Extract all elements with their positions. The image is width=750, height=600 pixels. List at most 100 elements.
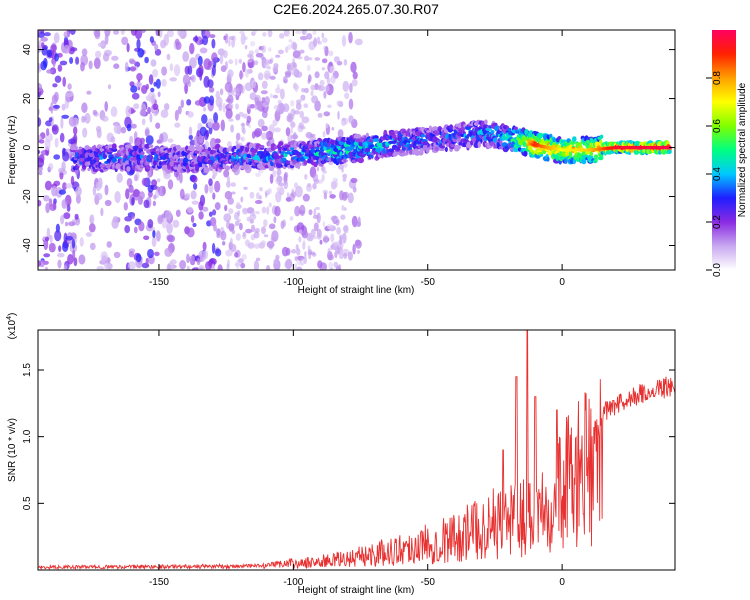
heat-cell	[303, 103, 309, 108]
heat-cell	[249, 104, 256, 109]
heat-cell	[226, 176, 231, 183]
heat-cell	[81, 102, 88, 113]
heat-cell	[78, 254, 86, 265]
heat-cell	[126, 43, 130, 53]
heat-cell	[337, 110, 340, 120]
heat-cell	[60, 117, 64, 129]
heat-cell	[84, 112, 91, 124]
heat-cell	[186, 227, 195, 238]
heat-cell	[262, 32, 267, 37]
heat-cell	[208, 178, 213, 187]
heat-cell	[132, 145, 140, 150]
heat-cell	[276, 186, 281, 192]
snr-panel: -150 -100 -50 0 0.5 1.0 1.5 Height of straigh…	[6, 313, 676, 596]
heat-cell	[226, 263, 230, 270]
heat-cell	[326, 77, 331, 85]
heat-cell	[179, 188, 185, 200]
heat-cell	[335, 219, 340, 226]
heat-cell	[260, 53, 264, 61]
x-tick-label: 0	[559, 577, 565, 588]
heat-cell	[339, 190, 344, 201]
heat-cell	[257, 118, 265, 128]
heat-cell	[199, 126, 207, 137]
heat-cell	[53, 104, 61, 109]
heat-cell	[321, 32, 325, 39]
heat-cell	[454, 144, 462, 150]
heat-cell	[272, 119, 278, 127]
heat-cell	[203, 76, 210, 88]
heat-cell	[126, 166, 131, 172]
heat-cell	[145, 165, 151, 170]
heat-cell	[288, 39, 293, 43]
heat-cell	[188, 255, 195, 263]
heat-cell	[383, 129, 388, 136]
heat-cell	[294, 83, 299, 93]
heat-cell	[304, 251, 307, 257]
heat-cell	[353, 141, 359, 146]
heat-cell	[140, 151, 145, 156]
heat-cell	[186, 154, 191, 160]
heat-cell	[312, 231, 315, 236]
y-tick-label: 0	[22, 144, 33, 150]
heat-cell	[222, 241, 226, 246]
heat-cell	[154, 251, 160, 257]
heat-cell	[306, 184, 312, 192]
snr-y-ticks: 0.5 1.0 1.5	[22, 363, 675, 510]
heat-cell	[101, 115, 109, 122]
heat-cell	[277, 99, 282, 104]
heat-cell	[133, 226, 138, 234]
heat-cell	[312, 39, 317, 46]
heat-cell	[51, 124, 59, 135]
heat-cell	[308, 233, 312, 240]
heat-cell	[46, 69, 54, 74]
heat-cell	[53, 180, 61, 186]
y-tick-label: 40	[22, 44, 33, 56]
heat-cell	[382, 148, 386, 155]
heat-cell	[66, 92, 73, 97]
heat-cell	[237, 210, 241, 217]
heat-cell	[301, 116, 310, 124]
heat-cell	[191, 175, 198, 183]
heat-cell	[510, 143, 514, 149]
heat-cell	[54, 230, 62, 242]
heat-cell	[164, 247, 173, 257]
heat-cell	[290, 134, 299, 140]
heat-cell	[195, 144, 201, 152]
heat-cell	[268, 244, 273, 250]
heat-cell	[230, 124, 235, 133]
heat-cell	[327, 248, 331, 255]
heat-cell	[269, 93, 273, 99]
heat-cell	[134, 174, 138, 182]
heat-cell	[260, 90, 268, 95]
heat-cell	[337, 129, 344, 139]
x-tick-label: -100	[283, 277, 303, 288]
heat-cell	[203, 107, 207, 112]
heat-cell	[203, 96, 211, 104]
heat-cell	[339, 237, 342, 246]
heat-cell	[267, 188, 272, 194]
heat-cell	[248, 50, 254, 56]
heat-cell	[57, 64, 63, 72]
heat-cell	[51, 185, 58, 197]
heat-cell	[438, 147, 446, 152]
heat-cell	[75, 56, 80, 65]
heat-cell	[340, 214, 346, 220]
heat-cell	[130, 85, 138, 93]
heat-cell	[104, 33, 109, 45]
heat-cell	[336, 100, 342, 106]
heat-cell	[290, 125, 294, 135]
heat-cell	[342, 80, 350, 92]
heat-cell	[250, 41, 256, 47]
heat-cell	[192, 222, 197, 228]
heat-cell	[293, 110, 300, 115]
heat-cell	[53, 32, 60, 44]
heat-cell	[319, 239, 323, 245]
colorbar-tick-label: 0.6	[712, 119, 723, 133]
heat-cell	[330, 233, 335, 243]
heat-cell	[95, 125, 102, 133]
heat-cell	[264, 192, 268, 198]
heat-cell	[264, 96, 270, 106]
heat-cell	[303, 160, 308, 166]
heat-cell	[348, 98, 354, 110]
heat-cell	[246, 164, 250, 170]
